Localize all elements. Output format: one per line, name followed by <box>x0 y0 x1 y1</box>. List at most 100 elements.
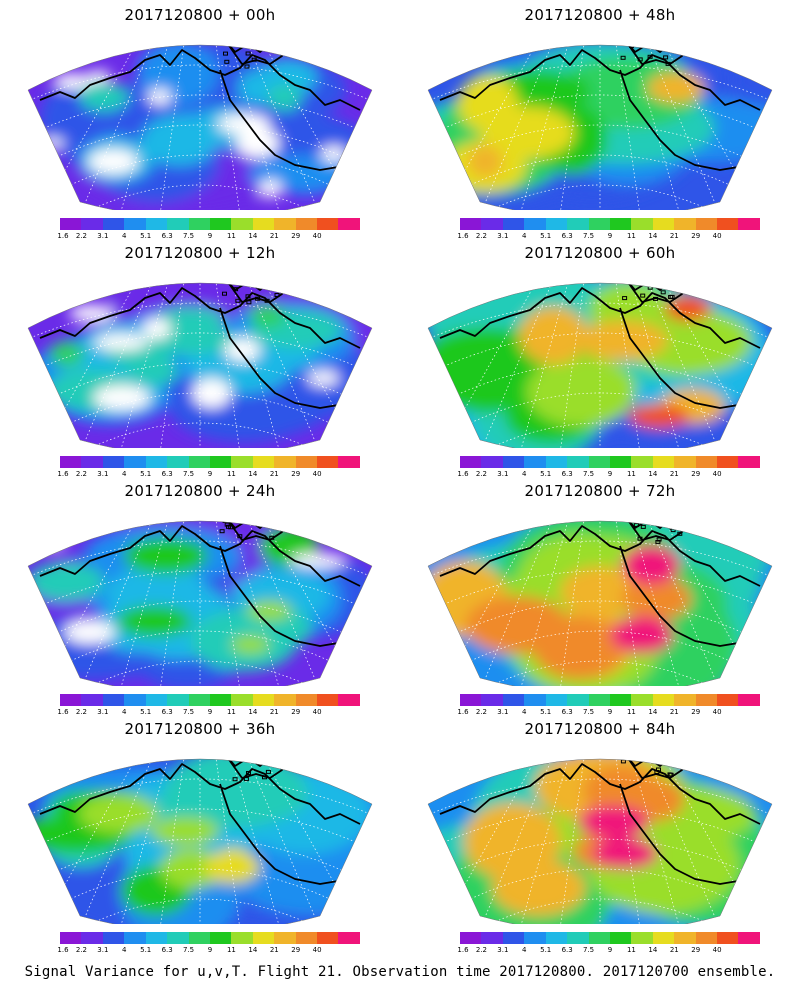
colorbar-swatch <box>717 932 739 944</box>
colorbar-swatch <box>188 218 210 230</box>
variance-contour <box>150 816 220 846</box>
colorbar-swatch <box>460 694 482 706</box>
colorbar-tick-label: 3.1 <box>97 946 109 954</box>
island-outline <box>658 515 662 518</box>
colorbar-tick-label: 7.5 <box>182 708 195 716</box>
island-outline <box>245 294 251 299</box>
colorbar-swatch <box>145 694 168 706</box>
island-outline <box>245 51 251 56</box>
missing-data-patch <box>290 553 347 568</box>
colorbar-tick-label: 14 <box>248 946 258 954</box>
colorbar-swatch <box>295 218 318 230</box>
panel-title: 2017120800 + 84h <box>524 720 676 738</box>
colorbar-swatch <box>545 932 568 944</box>
colorbar-tick-label: 2.2 <box>75 470 87 478</box>
colorbar-tick-label: 11 <box>626 708 636 716</box>
colorbar-tick-label: 2.2 <box>75 232 87 240</box>
island-outline <box>249 752 253 755</box>
island-outline <box>646 37 650 40</box>
colorbar-swatch <box>609 456 632 468</box>
longitude-gridline <box>213 521 241 686</box>
colorbar-swatch <box>317 694 339 706</box>
longitude-gridline <box>559 759 587 924</box>
variance-contour <box>160 848 223 889</box>
colorbar-swatch <box>609 218 632 230</box>
longitude-gridline <box>119 45 173 210</box>
latitude-gridline <box>49 838 351 875</box>
colorbar-swatch <box>145 218 168 230</box>
variance-contour <box>491 860 586 916</box>
colorbar-swatch <box>209 456 232 468</box>
island-outline <box>659 752 663 755</box>
colorbar-swatch <box>652 932 675 944</box>
island-outline <box>680 276 684 279</box>
colorbar-swatch <box>717 218 739 230</box>
colorbar-swatch <box>524 694 546 706</box>
longitude-gridline <box>519 283 573 448</box>
colorbar-swatch <box>274 456 296 468</box>
island-outline <box>232 777 238 782</box>
missing-data-patch <box>224 338 261 362</box>
colorbar-swatch <box>145 932 168 944</box>
colorbar-tick-label: 1.6 <box>457 946 469 954</box>
island-outline <box>656 767 661 772</box>
colorbar-swatch <box>124 218 146 230</box>
colorbar-tick-label: 5.1 <box>540 708 552 716</box>
longitude-gridline <box>213 759 241 924</box>
colorbar-tick-label: 4 <box>122 232 127 240</box>
longitude-gridline <box>559 45 587 210</box>
island-outline <box>246 759 252 761</box>
colorbar-labels: 1.6 2.2 3.1 4 5.1 6.3 7.5 9 11 14 21 29 40 <box>457 470 760 480</box>
colorbar-tick-label: 5.1 <box>140 946 152 954</box>
colorbar-swatch <box>588 932 610 944</box>
map-frame <box>427 520 773 686</box>
colorbar-swatch <box>652 456 675 468</box>
colorbar-tick-label: 6.3 <box>561 708 573 716</box>
panel-title: 2017120800 + 24h <box>124 482 276 500</box>
map-panel: 2017120800 + 72h 1.6 2.2 3.1 4 5.1 6.3 7.5 9 11 14… <box>400 476 800 716</box>
colorbar-swatch <box>338 218 360 230</box>
longitude-gridline <box>519 759 573 924</box>
colorbar-swatch <box>188 932 210 944</box>
island-outline <box>262 775 267 780</box>
variance-contour <box>150 322 234 356</box>
colorbar-swatch <box>338 932 360 944</box>
colorbar-swatch <box>460 932 482 944</box>
colorbar-tick-label: 14 <box>648 946 658 954</box>
colorbar-swatch <box>738 932 760 944</box>
variance-contour <box>664 295 712 322</box>
colorbar-tick-label: 2.2 <box>475 946 487 954</box>
island-outline <box>272 45 278 49</box>
longitude-gridline <box>119 283 173 448</box>
colorbar-swatch <box>252 456 275 468</box>
colorbar-tick-label: 40 <box>312 946 322 954</box>
colorbar-swatch <box>481 456 503 468</box>
missing-data-patch <box>64 620 115 644</box>
figure-caption: Signal Variance for u,v,T. Flight 21. Ob… <box>24 964 776 980</box>
colorbar-labels: 1.6 2.2 3.1 4 5.1 6.3 7.5 9 11 14 21 29 40 <box>457 946 760 956</box>
longitude-gridline <box>627 759 681 924</box>
colorbar-tick-label: 6.3 <box>561 470 573 478</box>
island-outline <box>222 521 228 523</box>
colorbar-tick-label: 3.1 <box>497 470 509 478</box>
variance-map <box>27 44 373 210</box>
map-panel: 2017120800 + 60h 1.6 2.2 3.1 4 5.1 6.3 7.5 9 11 14… <box>400 238 800 478</box>
island-outline <box>233 287 239 292</box>
island-outline <box>244 64 250 69</box>
colorbar-swatch <box>481 218 503 230</box>
colorbar-swatch <box>674 932 696 944</box>
variance-map <box>427 752 773 924</box>
longitude-gridline <box>627 283 681 448</box>
colorbar-swatch <box>545 694 568 706</box>
map-panel: 2017120800 + 12h 1.6 2.2 3.1 4 5.1 6.3 7.5 9 11 14… <box>0 238 400 478</box>
island-outline <box>249 513 253 516</box>
island-outline <box>653 283 659 286</box>
island-outline <box>224 522 230 527</box>
colorbar-tick-label: 29 <box>691 946 701 954</box>
colorbar-swatch <box>124 456 146 468</box>
variance-contour <box>591 837 658 870</box>
island-outline <box>272 749 276 752</box>
colorbar-labels: 1.6 2.2 3.1 4 5.1 6.3 7.5 9 11 14 21 29 40 <box>57 708 360 718</box>
colorbar-tick-label: 7.5 <box>582 946 595 954</box>
missing-data-patch <box>259 179 282 198</box>
